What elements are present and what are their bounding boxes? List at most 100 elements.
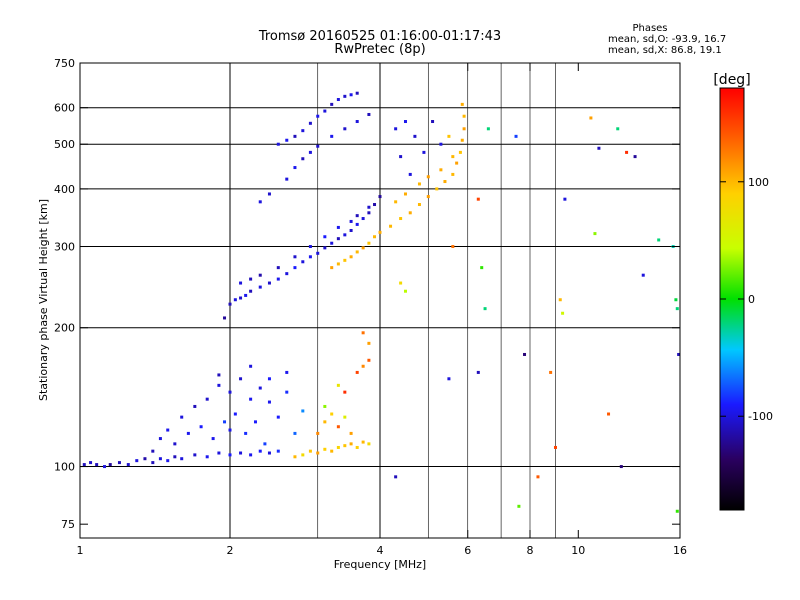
- data-point: [276, 449, 280, 453]
- data-point: [373, 235, 377, 239]
- data-point: [451, 172, 455, 176]
- data-point: [367, 112, 371, 116]
- data-point: [199, 425, 203, 429]
- data-point: [458, 150, 462, 154]
- data-point: [308, 255, 312, 259]
- data-point: [426, 195, 430, 199]
- data-point: [267, 451, 271, 455]
- data-point: [249, 364, 253, 368]
- data-point: [267, 400, 271, 404]
- data-point: [285, 177, 289, 181]
- data-point: [323, 447, 327, 451]
- data-point: [367, 358, 371, 362]
- data-point: [674, 298, 678, 302]
- data-point: [301, 129, 305, 133]
- data-point: [336, 383, 340, 387]
- data-point: [625, 150, 629, 154]
- data-point: [616, 127, 620, 131]
- data-point: [205, 397, 209, 401]
- data-point: [373, 203, 377, 207]
- data-point: [403, 289, 407, 293]
- data-point: [293, 255, 297, 259]
- data-point: [258, 386, 262, 390]
- data-point: [367, 241, 371, 245]
- data-point: [343, 415, 347, 419]
- data-point: [619, 465, 623, 469]
- data-points: [82, 91, 680, 513]
- data-point: [343, 390, 347, 394]
- chart-subtitle: RwPretec (8p): [334, 42, 425, 57]
- data-point: [413, 134, 417, 138]
- data-point: [558, 298, 562, 302]
- data-point: [378, 195, 382, 199]
- data-point: [330, 241, 334, 245]
- data-point: [276, 415, 280, 419]
- y-tick-label: 100: [54, 461, 75, 474]
- data-point: [483, 307, 487, 311]
- data-point: [460, 138, 464, 142]
- data-point: [517, 504, 521, 508]
- data-point: [447, 134, 451, 138]
- data-point: [193, 404, 197, 408]
- data-point: [301, 260, 305, 264]
- data-point: [633, 155, 637, 159]
- data-point: [336, 237, 340, 241]
- data-point: [476, 370, 480, 374]
- phase-info-x: mean, sd,X: 86.8, 19.1: [608, 45, 722, 56]
- data-point: [253, 420, 257, 424]
- data-point: [126, 463, 130, 467]
- data-point: [267, 377, 271, 381]
- data-point: [293, 431, 297, 435]
- data-point: [675, 307, 679, 311]
- data-point: [361, 364, 365, 368]
- data-point: [330, 449, 334, 453]
- data-point: [677, 352, 680, 356]
- data-point: [403, 120, 407, 124]
- data-point: [239, 451, 243, 455]
- data-point: [343, 233, 347, 237]
- phase-info-heading: Phases: [632, 23, 667, 34]
- data-point: [355, 120, 359, 124]
- data-point: [451, 155, 455, 159]
- data-point: [89, 461, 93, 465]
- data-point: [355, 370, 359, 374]
- data-point: [316, 144, 320, 148]
- data-point: [330, 412, 334, 416]
- data-point: [422, 150, 426, 154]
- data-point: [285, 272, 289, 276]
- data-point: [316, 431, 320, 435]
- data-point: [293, 134, 297, 138]
- data-point: [258, 200, 262, 204]
- data-point: [361, 440, 365, 444]
- data-point: [349, 255, 353, 259]
- colorbar-tick-label: 0: [748, 293, 755, 306]
- data-point: [158, 457, 162, 461]
- data-point: [417, 182, 421, 186]
- colorbar-ticks: 100 0 -100: [720, 176, 773, 423]
- data-point: [143, 457, 147, 461]
- data-point: [258, 449, 262, 453]
- data-point: [426, 175, 430, 179]
- data-point: [589, 116, 593, 120]
- data-point: [343, 127, 347, 131]
- data-point: [439, 168, 443, 172]
- data-point: [343, 94, 347, 98]
- data-point: [244, 431, 248, 435]
- data-point: [228, 390, 232, 394]
- data-point: [267, 281, 271, 285]
- x-tick-label: 16: [673, 544, 687, 557]
- data-point: [223, 316, 227, 320]
- data-point: [151, 449, 155, 453]
- data-point: [323, 404, 327, 408]
- data-point: [249, 289, 253, 293]
- data-point: [536, 475, 540, 479]
- data-point: [355, 445, 359, 449]
- data-point: [593, 232, 597, 236]
- data-point: [349, 442, 353, 446]
- data-point: [657, 238, 661, 242]
- data-point: [336, 262, 340, 266]
- data-point: [361, 331, 365, 335]
- data-point: [447, 377, 451, 381]
- data-point: [323, 246, 327, 250]
